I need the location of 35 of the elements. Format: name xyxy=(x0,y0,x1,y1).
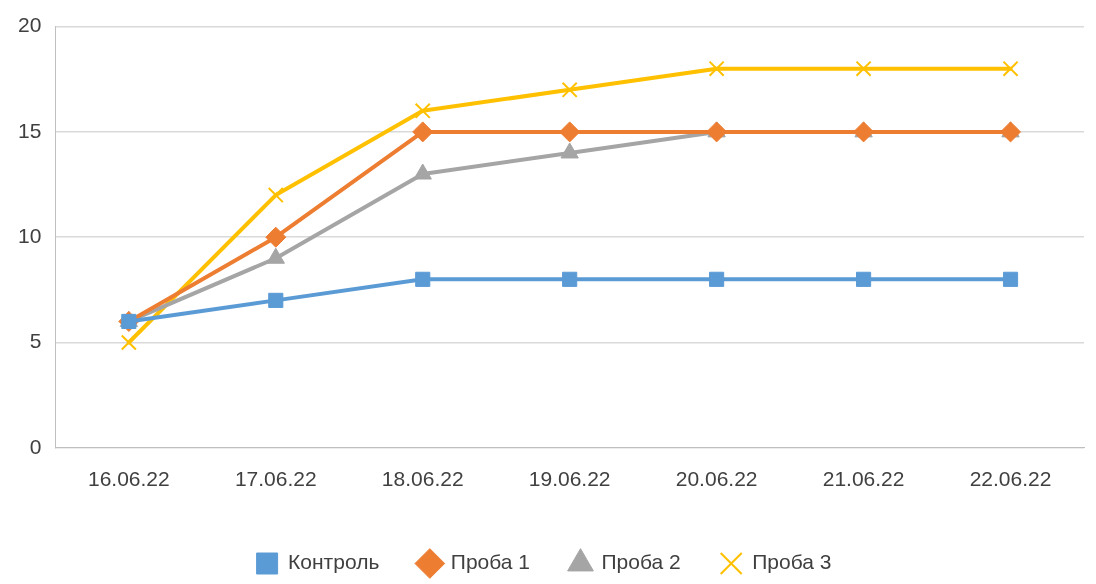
point xyxy=(415,271,431,287)
point xyxy=(561,81,578,98)
y-tick-label: 20 xyxy=(18,13,42,37)
legend-label: Проба 1 xyxy=(450,550,531,574)
x-tick-label: 22.06.22 xyxy=(969,467,1052,491)
point xyxy=(120,334,137,351)
y-tick-label: 5 xyxy=(29,329,42,353)
point xyxy=(708,60,725,77)
x-tick-label: 18.06.22 xyxy=(381,467,464,491)
x-tick-label: 20.06.22 xyxy=(675,467,758,491)
point xyxy=(412,121,434,143)
point xyxy=(1002,60,1019,77)
point xyxy=(267,187,284,204)
point xyxy=(709,271,725,287)
point xyxy=(414,102,431,119)
x-tick-label: 17.06.22 xyxy=(234,467,317,491)
legend-label: Проба 2 xyxy=(601,550,681,574)
point xyxy=(562,271,578,287)
point xyxy=(268,292,284,308)
point xyxy=(559,121,581,143)
point xyxy=(1000,121,1022,143)
x-tick-label: 16.06.22 xyxy=(87,467,170,491)
legend-label: Контроль xyxy=(288,550,380,574)
point xyxy=(706,121,728,143)
point xyxy=(853,121,875,143)
point xyxy=(265,226,287,248)
x-tick-label: 21.06.22 xyxy=(822,467,905,491)
y-tick-label: 15 xyxy=(18,118,42,142)
y-tick-label: 10 xyxy=(18,224,42,247)
point xyxy=(856,271,872,287)
y-tick-label: 0 xyxy=(29,434,42,458)
point xyxy=(1002,271,1019,287)
x-tick-label: 19.06.22 xyxy=(528,467,611,491)
point xyxy=(855,60,872,77)
legend-label: Проба 3 xyxy=(752,550,832,574)
